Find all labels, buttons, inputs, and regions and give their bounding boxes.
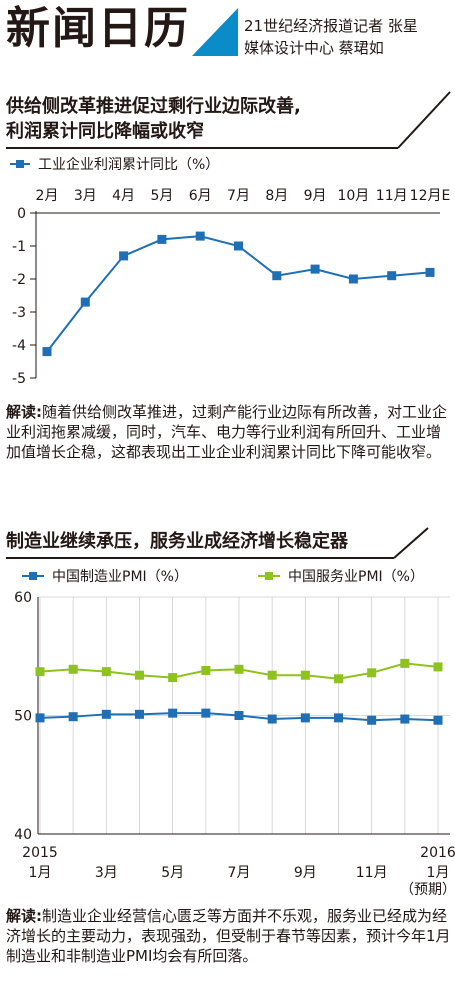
x-tick-note: （预期） <box>400 882 455 898</box>
data-point-0 <box>168 708 178 718</box>
data-point-profit <box>234 241 243 251</box>
data-point-1 <box>68 664 78 674</box>
section2-slash-icon <box>393 527 429 559</box>
x-tick-label: 5月 <box>150 188 173 204</box>
data-point-profit <box>80 297 90 307</box>
section1-title-line1: 供给侧改革推进促过剩行业边际改善, <box>6 96 301 117</box>
legend-marker-profit <box>16 160 24 168</box>
x-tick-label: 7月 <box>228 865 251 881</box>
legend-label-0: 中国制造业PMI（%） <box>52 569 188 585</box>
legend-label-profit: 工业企业利润累计同比（%） <box>38 156 219 173</box>
y-tick-label: -1 <box>12 239 26 255</box>
section2-rule <box>6 557 394 559</box>
x-tick-label: 4月 <box>112 188 135 204</box>
data-point-1 <box>35 667 45 677</box>
section1-analysis-text: 随着供给侧改革推进，过剩产能行业边际有所改善，对工业企业利润拖累减缓，同时，汽车… <box>6 403 448 461</box>
data-point-1 <box>168 673 178 683</box>
x-tick-year-label: 2015 <box>22 845 58 861</box>
data-point-0 <box>101 709 111 719</box>
x-tick-label: 6月 <box>189 188 212 204</box>
data-point-profit <box>42 347 52 357</box>
x-tick-label: 1月 <box>29 865 52 881</box>
data-point-0 <box>35 713 45 723</box>
x-tick-label: 2月 <box>36 188 59 204</box>
y-tick-label: 60 <box>14 590 32 606</box>
y-tick-label: -5 <box>12 371 26 387</box>
series-line-profit <box>46 235 431 353</box>
profit-growth-chart: 工业企业利润累计同比（%） 2月 3月 4月 5月 6月 7月 8月 9月 10月 11月 12月E 0… <box>10 156 451 387</box>
y-tick-label: 40 <box>14 827 32 843</box>
section2-analysis-label: 解读: <box>6 907 42 925</box>
x-tick-label: 10月 <box>337 188 369 204</box>
data-point-0 <box>367 715 377 725</box>
y-tick-label: -4 <box>12 338 26 354</box>
data-point-1 <box>400 658 410 668</box>
data-point-0 <box>234 711 244 720</box>
data-point-1 <box>135 670 144 680</box>
x-tick-label: 5月 <box>161 865 184 881</box>
masthead-triangle-icon <box>192 8 238 56</box>
data-point-profit <box>348 274 358 284</box>
x-tick-label: 3月 <box>95 865 118 881</box>
section1-analysis-label: 解读: <box>6 403 42 421</box>
legend-marker-1 <box>265 572 273 580</box>
x-tick-label: 11月 <box>356 865 388 881</box>
section2-title: 制造业继续承压，服务业成经济增长稳定器 <box>6 531 348 552</box>
data-point-1 <box>334 674 343 684</box>
data-point-0 <box>135 709 144 719</box>
data-point-profit <box>119 251 129 261</box>
data-point-profit <box>425 267 435 277</box>
data-point-1 <box>300 670 310 680</box>
y-tick-label: -3 <box>12 305 26 321</box>
legend-marker-0 <box>29 572 37 580</box>
byline-designer: 媒体设计中心 蔡珺如 <box>244 39 384 57</box>
pmi-chart: 中国制造业PMI（%） 中国服务业PMI（%） 60 50 40 2015 1月 3月 5月 7月… <box>14 569 455 898</box>
data-point-0 <box>300 713 310 723</box>
data-point-profit <box>195 231 205 241</box>
x-tick-year-label: 2016 <box>420 845 455 861</box>
data-point-profit <box>310 264 320 274</box>
x-tick-label: 11月 <box>376 188 408 204</box>
x-tick-label: 3月 <box>74 188 97 204</box>
section1-rule <box>6 147 398 149</box>
section1-slash-icon <box>397 91 451 149</box>
x-tick-label: 12月E <box>410 188 451 204</box>
data-point-1 <box>234 664 244 674</box>
x-tick-label: 9月 <box>294 865 317 881</box>
section1-slash-line <box>397 91 451 149</box>
data-point-0 <box>201 708 211 718</box>
section1-analysis: 解读:随着供给侧改革推进，过剩产能行业边际有所改善，对工业企业利润拖累减缓，同时… <box>6 402 451 462</box>
y-tick-label: -2 <box>12 272 26 288</box>
y-tick-label: 50 <box>14 709 32 725</box>
legend-label-1: 中国服务业PMI（%） <box>288 569 424 585</box>
data-point-1 <box>101 667 111 677</box>
data-point-1 <box>433 662 443 672</box>
x-tick-label: 1月 <box>427 865 450 881</box>
data-point-1 <box>267 670 277 680</box>
data-point-profit <box>272 271 282 281</box>
masthead-triangle-shape <box>192 8 238 56</box>
data-point-profit <box>387 271 397 281</box>
data-point-1 <box>201 665 211 675</box>
section2-analysis: 解读:制造业企业经营信心匮乏等方面并不乐观，服务业已经成为经济增长的主要动力，表… <box>6 906 451 966</box>
byline-reporter: 21世纪经济报道记者 张星 <box>244 17 418 35</box>
data-point-0 <box>433 715 443 725</box>
x-tick-label: 9月 <box>304 188 327 204</box>
page-title: 新闻日历 <box>6 3 190 54</box>
data-point-profit <box>157 234 167 244</box>
data-point-0 <box>334 713 343 723</box>
x-tick-label: 8月 <box>265 188 288 204</box>
section1-title-line2: 利润累计同比降幅或收窄 <box>6 121 204 142</box>
data-point-0 <box>68 712 78 722</box>
y-tick-label: 0 <box>17 206 26 222</box>
section2-analysis-text: 制造业企业经营信心匮乏等方面并不乐观，服务业已经成为经济增长的主要动力，表现强劲… <box>6 907 451 965</box>
x-tick-label: 7月 <box>227 188 250 204</box>
data-point-0 <box>400 714 410 724</box>
section2-slash-line <box>393 527 429 559</box>
data-point-1 <box>367 668 377 678</box>
data-point-0 <box>267 714 277 724</box>
